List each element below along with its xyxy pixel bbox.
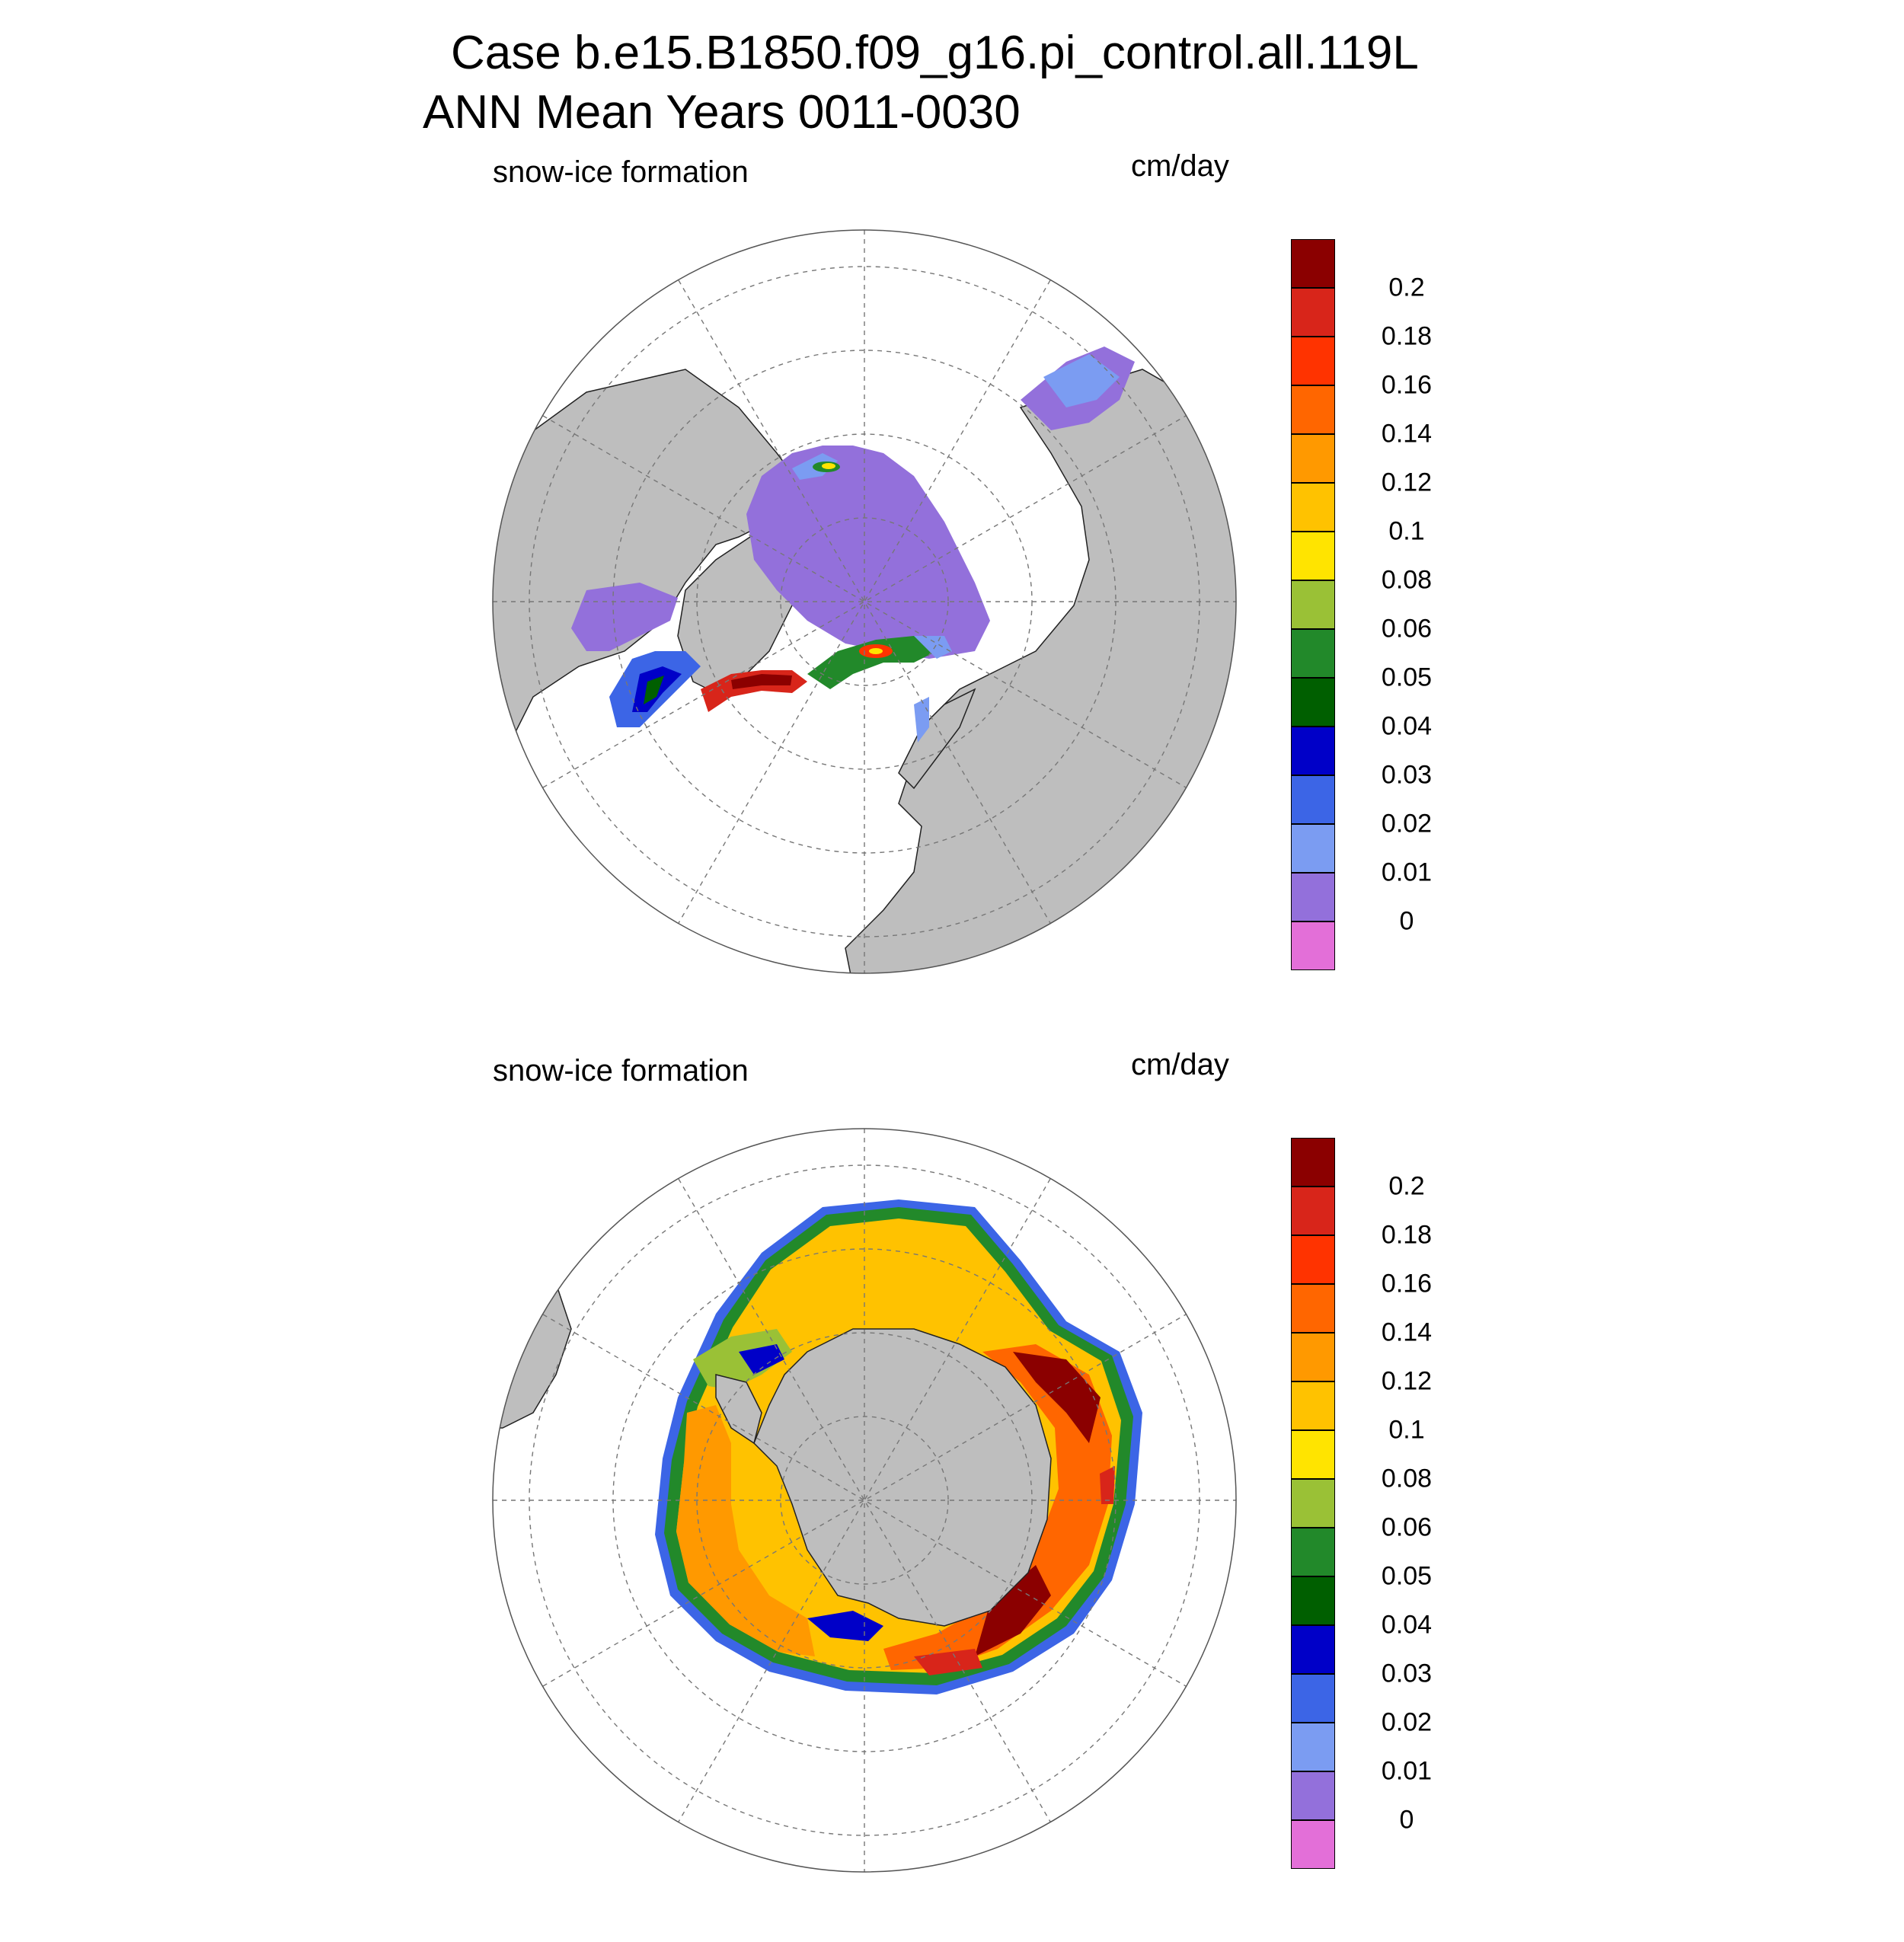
graticule	[493, 230, 1236, 973]
antarctic-map	[492, 1128, 1237, 1873]
colorbar-swatch	[1291, 1284, 1335, 1333]
colorbar-swatch	[1291, 434, 1335, 483]
colorbar-swatch	[1291, 1479, 1335, 1528]
colorbar-tick-label: 0.06	[1381, 1512, 1433, 1542]
colorbar-tick-label: 0.04	[1381, 1610, 1433, 1640]
colorbar-swatch	[1291, 1771, 1335, 1820]
hudson-bay-snow-ice	[571, 583, 678, 651]
variable-label: snow-ice formation	[493, 1054, 749, 1088]
colorbar-tick-label: 0.12	[1381, 1366, 1433, 1396]
colorbar-tick-label: 0.12	[1381, 468, 1433, 497]
colorbar-swatch	[1291, 1723, 1335, 1771]
greenland-iceland-max-rate	[731, 674, 792, 689]
okhotsk-low-rate	[1043, 354, 1120, 407]
colorbar-tick-label: 0.02	[1381, 809, 1433, 838]
colorbar-swatch	[1291, 1333, 1335, 1381]
colorbar-tick-label: 0.08	[1381, 565, 1433, 595]
weddell-sea-high-rate	[676, 1405, 815, 1656]
barents-sea-moderate-rate	[807, 636, 937, 689]
kara-sea-low-rate	[914, 636, 952, 659]
colorbar-swatch	[1291, 1576, 1335, 1625]
colorbar-tick-label: 0.18	[1381, 1220, 1433, 1250]
arctic-ocean-snow-ice	[746, 446, 990, 659]
baltic-sea-low-rate	[914, 697, 929, 743]
colorbar-swatch	[1291, 385, 1335, 434]
colorbar-swatch	[1291, 921, 1335, 970]
colorbar-swatch	[1291, 1625, 1335, 1674]
colorbar-swatch	[1291, 775, 1335, 824]
colorbar-tick-label: 0.05	[1381, 1561, 1433, 1591]
antarctica-land	[753, 1328, 1052, 1627]
colorbar-swatch	[1291, 1381, 1335, 1430]
colorbar-swatch	[1291, 288, 1335, 337]
weddell-coastal-low-rate	[739, 1344, 784, 1375]
arctic-map	[492, 229, 1237, 974]
labrador-sea-high-rate	[644, 676, 664, 704]
antarctic-peninsula-land	[715, 1374, 762, 1445]
colorbar-tick-label: 0.2	[1388, 1171, 1425, 1201]
colorbar-swatch	[1291, 337, 1335, 385]
colorbar-tick-label: 0.18	[1381, 321, 1433, 351]
colorbar: 0.2 0.18 0.16 0.14 0.12 0.1 0.08 0.06 0.…	[1291, 1138, 1489, 1869]
colorbar-tick-label: 0.08	[1381, 1464, 1433, 1493]
eurasia-land	[845, 369, 1236, 973]
colorbar-tick-label: 0	[1399, 1805, 1414, 1835]
colorbar-swatch	[1291, 239, 1335, 288]
colorbar-swatch	[1291, 1674, 1335, 1723]
arctic-panel: snow-ice formation cm/day	[0, 145, 1904, 1043]
colorbar: 0.2 0.18 0.16 0.14 0.12 0.1 0.08 0.06 0.…	[1291, 239, 1489, 970]
colorbar-swatch	[1291, 1138, 1335, 1187]
colorbar-tick-label: 0.16	[1381, 1269, 1433, 1298]
map-boundary	[492, 229, 1237, 974]
figure-title-period: ANN Mean Years 0011-0030	[423, 86, 1021, 139]
colorbar-swatch	[1291, 1187, 1335, 1235]
ross-sea-max-rate	[975, 1565, 1051, 1656]
east-antarctic-max-rate-north	[1013, 1352, 1101, 1443]
colorbar-swatch	[1291, 1528, 1335, 1576]
colorbar-tick-label: 0.04	[1381, 711, 1433, 741]
colorbar-tick-label: 0.01	[1381, 858, 1433, 887]
figure-title-case: Case b.e15.B1850.f09_g16.pi_control.all.…	[451, 27, 1419, 79]
colorbar-swatch	[1291, 1430, 1335, 1479]
map-boundary	[492, 1128, 1237, 1873]
colorbar-swatch	[1291, 1235, 1335, 1284]
colorbar-tick-label: 0.03	[1381, 760, 1433, 790]
colorbar-tick-label: 0.16	[1381, 370, 1433, 400]
east-antarctic-high-rate	[883, 1344, 1112, 1670]
colorbar-swatch	[1291, 727, 1335, 775]
bering-strait-high-rate	[822, 463, 835, 469]
colorbar-swatch	[1291, 678, 1335, 727]
colorbar-swatch	[1291, 580, 1335, 629]
colorbar-tick-label: 0.1	[1388, 516, 1425, 546]
colorbar-tick-label: 0.01	[1381, 1756, 1433, 1786]
east-antarctic-edge-high-rate	[1100, 1466, 1115, 1504]
colorbar-swatch	[1291, 824, 1335, 873]
ross-sea-high-rate	[914, 1649, 982, 1675]
colorbar-tick-label: 0.14	[1381, 419, 1433, 449]
colorbar-tick-label: 0.03	[1381, 1659, 1433, 1688]
colorbar-tick-label: 0.2	[1388, 273, 1425, 302]
graticule	[493, 1129, 1236, 1872]
colorbar-tick-label: 0.06	[1381, 614, 1433, 644]
units-label: cm/day	[1131, 149, 1229, 183]
colorbar-swatch	[1291, 483, 1335, 532]
colorbar-tick-label: 0.1	[1388, 1415, 1425, 1445]
units-label: cm/day	[1131, 1048, 1229, 1081]
variable-label: snow-ice formation	[493, 155, 749, 189]
colorbar-tick-label: 0	[1399, 906, 1414, 936]
colorbar-swatch	[1291, 873, 1335, 921]
colorbar-swatch	[1291, 1820, 1335, 1869]
antarctic-panel: snow-ice formation cm/day	[0, 1043, 1904, 1942]
colorbar-tick-label: 0.02	[1381, 1707, 1433, 1737]
colorbar-swatch	[1291, 532, 1335, 580]
colorbar-swatch	[1291, 629, 1335, 678]
colorbar-tick-label: 0.14	[1381, 1318, 1433, 1347]
colorbar-tick-label: 0.05	[1381, 663, 1433, 692]
new-zealand-land	[913, 1865, 961, 1872]
barents-sea-peak-rate	[869, 648, 883, 654]
